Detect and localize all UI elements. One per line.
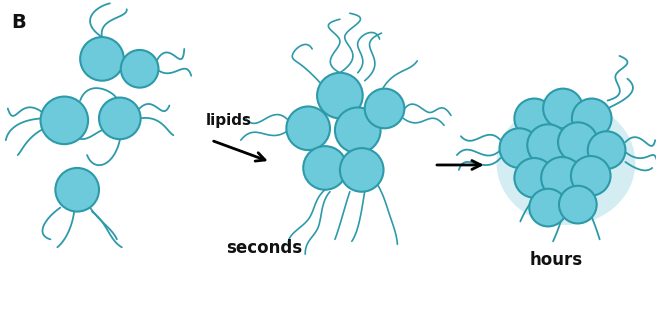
- Ellipse shape: [80, 37, 124, 81]
- Ellipse shape: [541, 157, 583, 199]
- Ellipse shape: [571, 156, 610, 196]
- Text: B: B: [11, 13, 26, 32]
- Ellipse shape: [559, 186, 596, 223]
- Ellipse shape: [335, 108, 380, 153]
- Ellipse shape: [303, 146, 347, 190]
- Ellipse shape: [529, 189, 567, 226]
- Ellipse shape: [340, 148, 384, 192]
- Ellipse shape: [558, 122, 598, 162]
- Ellipse shape: [287, 107, 330, 150]
- Ellipse shape: [317, 73, 362, 118]
- Ellipse shape: [99, 98, 140, 139]
- Ellipse shape: [572, 99, 612, 138]
- Ellipse shape: [55, 168, 99, 212]
- Text: seconds: seconds: [226, 239, 302, 257]
- Text: lipids: lipids: [206, 113, 252, 128]
- Text: hours: hours: [529, 251, 583, 269]
- Ellipse shape: [364, 89, 405, 128]
- Ellipse shape: [515, 99, 554, 138]
- Ellipse shape: [496, 101, 635, 225]
- Ellipse shape: [515, 158, 554, 198]
- Ellipse shape: [121, 50, 158, 88]
- Ellipse shape: [588, 131, 625, 169]
- Ellipse shape: [527, 124, 569, 166]
- Ellipse shape: [40, 97, 88, 144]
- Ellipse shape: [543, 89, 583, 128]
- Ellipse shape: [500, 128, 539, 168]
